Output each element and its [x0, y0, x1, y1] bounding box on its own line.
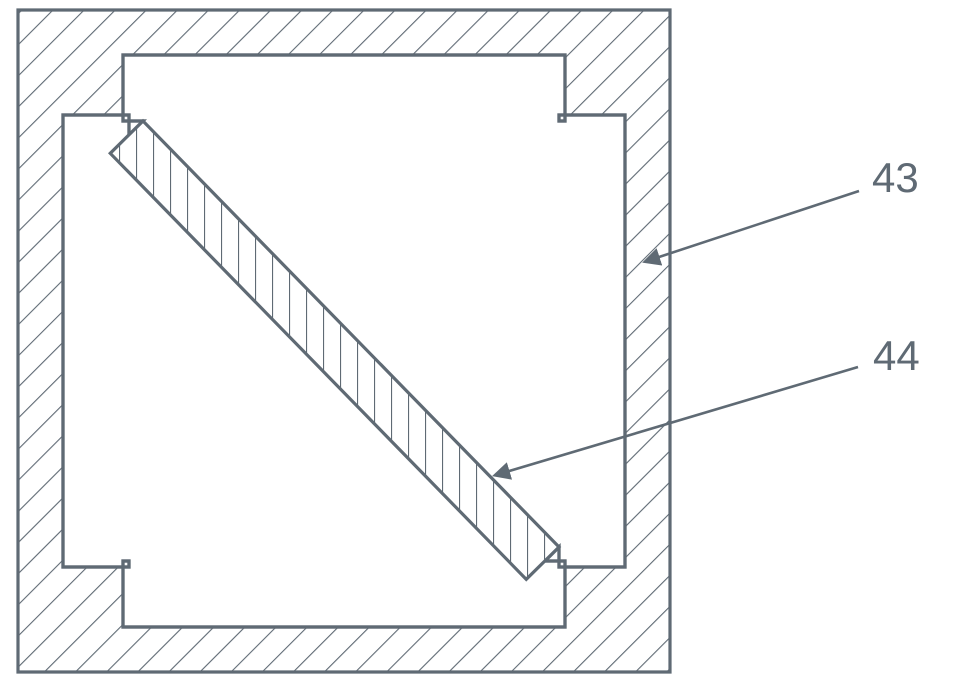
diagram: 43 44 — [0, 0, 974, 683]
label-text-43: 43 — [872, 154, 919, 201]
label-44: 44 — [506, 332, 920, 472]
leader-44 — [506, 367, 858, 472]
label-text-44: 44 — [873, 332, 920, 379]
diagonal-band — [110, 121, 559, 579]
label-43: 43 — [656, 154, 919, 258]
leader-43 — [656, 191, 859, 258]
